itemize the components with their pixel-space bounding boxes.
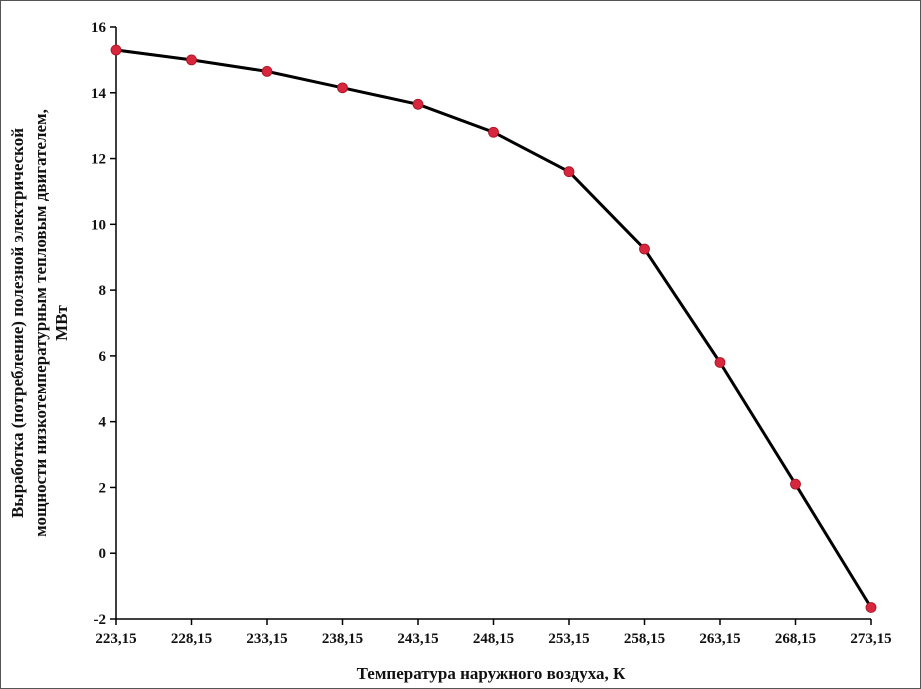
data-point [261, 66, 273, 77]
x-tick-label: 263,15 [699, 631, 740, 647]
x-tick-label: 238,15 [322, 631, 363, 647]
data-point [714, 357, 726, 368]
y-tick-label: 10 [91, 217, 106, 233]
data-point [337, 82, 348, 94]
y-axis-title-line-3: МВт [52, 304, 71, 340]
y-tick-label: 12 [91, 152, 106, 168]
data-point [563, 166, 575, 178]
y-tick-label: 6 [99, 349, 107, 365]
tick-labels: -2 0 2 4 6 8 10 12 14 16 223,15 228,15 233,15 238,15 2… [91, 20, 892, 647]
series-group [110, 44, 877, 613]
x-axis-title: Температура наружного воздуха, К [357, 664, 626, 683]
y-tick-label: 14 [91, 86, 107, 102]
data-point [790, 478, 801, 490]
x-tick-label: 233,15 [246, 631, 287, 647]
y-tick-label: 2 [99, 480, 107, 496]
y-tick-label: 4 [99, 415, 107, 431]
axes [110, 26, 872, 625]
y-tick-label: 8 [99, 283, 107, 299]
x-tick-label: 248,15 [473, 631, 514, 647]
x-tick-label: 243,15 [397, 631, 438, 647]
data-point [186, 54, 197, 66]
data-point [865, 602, 877, 613]
y-axis-title-line-2: мощности низкотемпературным тепловым дви… [31, 109, 50, 537]
x-tick-label: 258,15 [624, 631, 665, 647]
x-tick-label: 253,15 [548, 631, 589, 647]
data-point [110, 44, 122, 56]
x-tick-label: 273,15 [850, 631, 891, 647]
data-point [639, 243, 650, 255]
x-tick-label: 223,15 [95, 631, 136, 647]
data-point [488, 126, 499, 138]
y-tick-label: 16 [91, 20, 107, 36]
y-tick-label: -2 [94, 612, 107, 628]
y-axis-title-line-1: Выработка (потребление) полезной электри… [8, 128, 27, 518]
x-tick-label: 228,15 [171, 631, 212, 647]
x-tick-label: 268,15 [775, 631, 816, 647]
y-tick-label: 0 [99, 546, 107, 562]
data-point [412, 98, 424, 110]
